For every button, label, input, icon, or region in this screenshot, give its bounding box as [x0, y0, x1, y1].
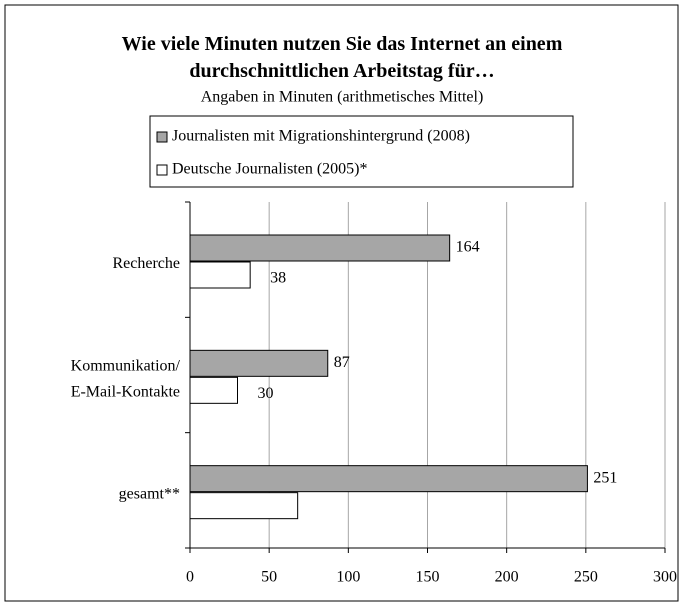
bar	[189, 465, 588, 493]
x-tick-label: 200	[495, 569, 519, 586]
x-tick-label: 150	[416, 569, 440, 586]
legend-swatch	[156, 164, 168, 176]
x-tick-label: 250	[574, 569, 598, 586]
frame	[4, 4, 679, 602]
bar	[189, 492, 299, 520]
data-label: 251	[593, 469, 617, 486]
data-label: 164	[456, 239, 480, 256]
bar	[189, 349, 329, 377]
legend-label: Deutsche Journalisten (2005)*	[172, 161, 368, 178]
y-tick-label: Recherche	[112, 255, 180, 272]
legend-label: Journalisten mit Migrationshintergrund (…	[172, 128, 470, 145]
x-tick-label: 300	[653, 569, 677, 586]
bar	[189, 376, 238, 404]
y-tick-label: gesamt**	[119, 485, 180, 502]
data-label: 30	[258, 385, 274, 402]
bar	[189, 261, 251, 289]
data-label: 87	[334, 354, 350, 371]
legend-swatch	[156, 131, 168, 143]
legend-box	[149, 115, 574, 188]
x-tick-label: 100	[336, 569, 360, 586]
chart-title: Wie viele Minuten nutzen Sie das Interne…	[122, 33, 563, 82]
x-tick-label: 0	[186, 569, 194, 586]
data-label: 38	[270, 270, 286, 287]
bar	[189, 234, 451, 262]
y-tick-label: Kommunikation/E-Mail-Kontakte	[71, 357, 181, 400]
x-tick-label: 50	[261, 569, 277, 586]
chart-subtitle: Angaben in Minuten (arithmetisches Mitte…	[201, 89, 484, 106]
